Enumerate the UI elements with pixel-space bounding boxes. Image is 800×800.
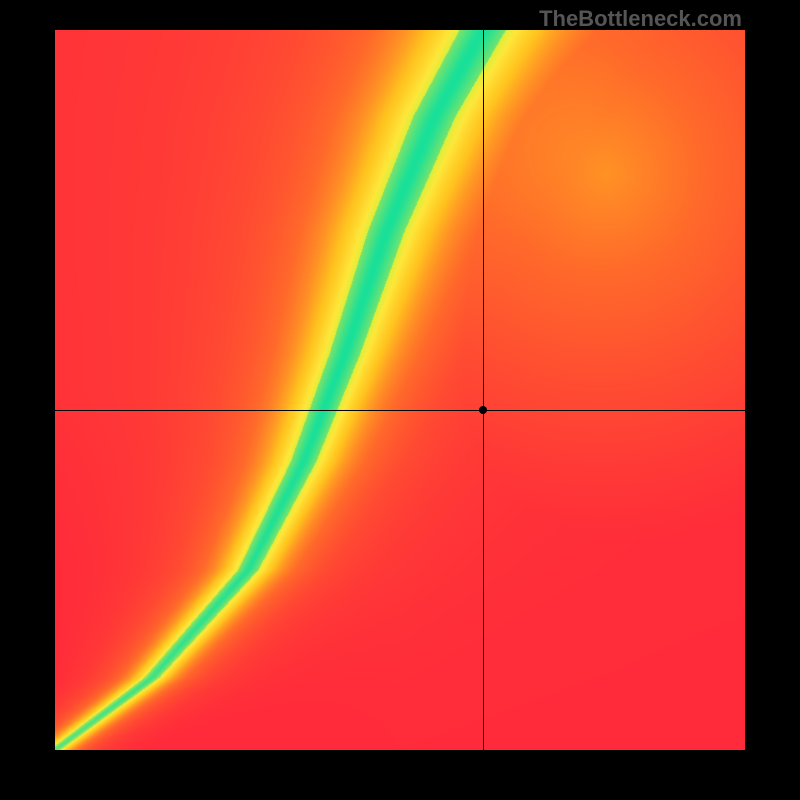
- heatmap-canvas: [55, 30, 745, 750]
- crosshair-horizontal: [55, 410, 745, 411]
- watermark-text: TheBottleneck.com: [539, 6, 742, 32]
- heatmap-plot: [55, 30, 745, 750]
- crosshair-vertical: [483, 30, 484, 750]
- data-point-marker: [479, 406, 487, 414]
